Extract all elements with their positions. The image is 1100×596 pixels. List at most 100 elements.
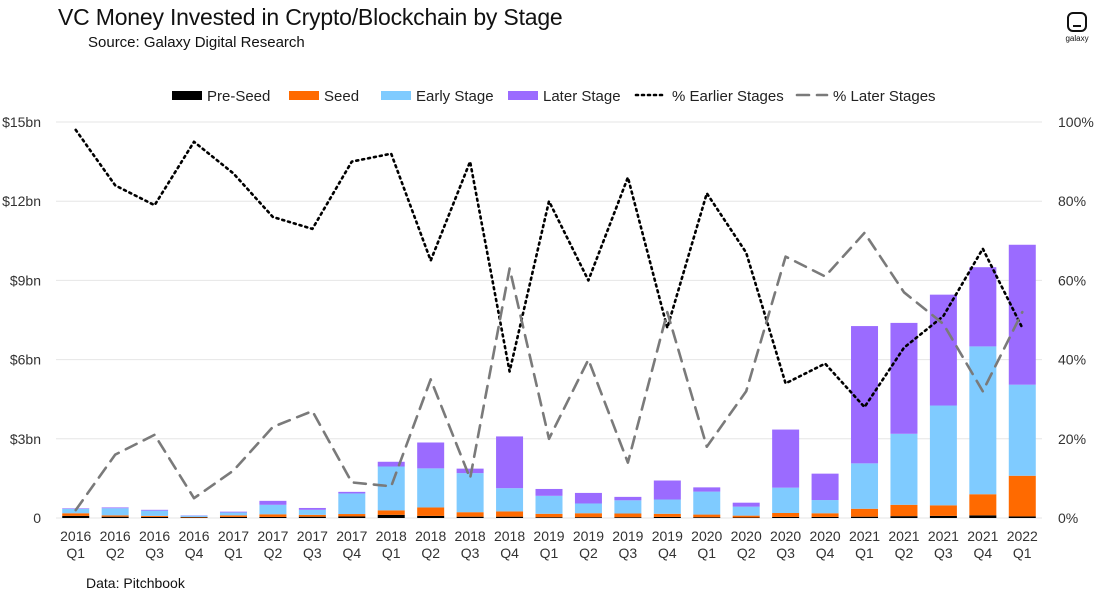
bar-early-stage: [693, 491, 721, 515]
bar-later-stage: [377, 461, 405, 467]
x-tick-label-quarter: Q1: [382, 545, 401, 561]
bar-early-stage: [811, 500, 839, 514]
bar-pre-seed: [929, 515, 957, 518]
bar-pre-seed: [614, 517, 642, 518]
x-tick-label-quarter: Q4: [185, 545, 204, 561]
bar-pre-seed: [890, 516, 918, 518]
y-right-tick-label: 0%: [1058, 510, 1078, 526]
x-tick-label-quarter: Q4: [342, 545, 361, 561]
x-tick-label-year: 2016: [60, 528, 91, 544]
bar-pre-seed: [693, 517, 721, 518]
bar-later-stage: [141, 509, 169, 511]
bar-seed: [653, 513, 681, 517]
bar-early-stage: [456, 473, 484, 513]
bar-seed: [62, 513, 90, 516]
y-left-tick-label: 0: [33, 510, 41, 526]
bar-early-stage: [259, 504, 287, 515]
x-tick-label-quarter: Q4: [500, 545, 519, 561]
bar-seed: [969, 494, 997, 516]
bar-pre-seed: [180, 517, 208, 518]
x-tick-label-year: 2017: [218, 528, 249, 544]
x-tick-label-year: 2020: [691, 528, 722, 544]
bar-pre-seed: [851, 516, 879, 518]
bar-seed: [417, 507, 445, 516]
x-tick-label-year: 2021: [888, 528, 919, 544]
x-tick-label-year: 2021: [967, 528, 998, 544]
bar-pre-seed: [62, 515, 90, 518]
x-tick-label-quarter: Q1: [855, 545, 874, 561]
x-tick-label-quarter: Q2: [895, 545, 914, 561]
bar-seed: [929, 505, 957, 516]
x-tick-label-year: 2020: [731, 528, 762, 544]
bar-pre-seed: [417, 515, 445, 518]
x-tick-label-year: 2018: [455, 528, 486, 544]
chart-title: VC Money Invested in Crypto/Blockchain b…: [58, 4, 563, 30]
bar-later-stage: [101, 507, 129, 509]
bar-early-stage: [180, 515, 208, 517]
x-tick-label-year: 2017: [297, 528, 328, 544]
y-left-tick-label: $3bn: [10, 431, 41, 447]
legend-label-pct-later-stages: % Later Stages: [833, 88, 936, 105]
bar-seed: [851, 508, 879, 517]
galaxy-logo-icon: [1067, 12, 1087, 32]
x-tick-label-quarter: Q4: [816, 545, 835, 561]
legend-label-pct-earlier-stages: % Earlier Stages: [672, 88, 784, 105]
chart-subtitle: Source: Galaxy Digital Research: [88, 34, 305, 51]
bar-later-stage: [417, 442, 445, 469]
x-tick-label-quarter: Q2: [421, 545, 440, 561]
bar-pre-seed: [969, 515, 997, 518]
x-tick-label-quarter: Q2: [737, 545, 756, 561]
y-right-tick-label: 20%: [1058, 431, 1086, 447]
bar-later-stage: [338, 491, 366, 494]
y-right-tick-label: 80%: [1058, 193, 1086, 209]
bar-early-stage: [653, 499, 681, 514]
legend-label-later-stage: Later Stage: [543, 88, 621, 105]
bar-later-stage: [219, 511, 247, 513]
x-tick-label-quarter: Q4: [973, 545, 992, 561]
x-tick-label-quarter: Q2: [106, 545, 125, 561]
x-tick-label-year: 2018: [415, 528, 446, 544]
bar-seed: [377, 510, 405, 515]
x-tick-label-year: 2017: [336, 528, 367, 544]
bar-early-stage: [614, 500, 642, 514]
legend-label-pre-seed: Pre-Seed: [207, 88, 270, 105]
bar-early-stage: [1008, 384, 1036, 476]
bar-pre-seed: [653, 516, 681, 518]
bar-seed: [101, 515, 129, 517]
x-tick-label-year: 2019: [533, 528, 564, 544]
bar-pre-seed: [219, 516, 247, 518]
legend-swatch-early-stage: [381, 91, 411, 100]
bar-later-stage: [614, 496, 642, 501]
x-tick-label-quarter: Q3: [303, 545, 322, 561]
bar-early-stage: [574, 503, 602, 514]
x-tick-label-quarter: Q1: [66, 545, 85, 561]
x-tick-label-quarter: Q1: [224, 545, 243, 561]
bar-early-stage: [377, 466, 405, 511]
data-source-note: Data: Pitchbook: [86, 575, 185, 591]
bar-early-stage: [890, 433, 918, 505]
y-left-tick-label: $12bn: [2, 193, 41, 209]
bar-early-stage: [732, 506, 760, 516]
bar-seed: [180, 516, 208, 518]
bar-later-stage: [969, 267, 997, 347]
bar-seed: [772, 512, 800, 517]
bar-seed: [732, 515, 760, 518]
x-tick-label-year: 2019: [612, 528, 643, 544]
bar-pre-seed: [1008, 516, 1036, 518]
bar-pre-seed: [259, 516, 287, 518]
bar-later-stage: [456, 468, 484, 474]
bar-seed: [259, 514, 287, 517]
x-tick-label-year: 2019: [652, 528, 683, 544]
bar-early-stage: [219, 512, 247, 516]
bar-early-stage: [772, 487, 800, 513]
y-left-tick-label: $9bn: [10, 272, 41, 288]
x-tick-label-year: 2016: [100, 528, 131, 544]
bar-pre-seed: [811, 516, 839, 518]
bar-seed: [298, 514, 326, 517]
legend-swatch-pre-seed: [172, 91, 202, 100]
x-tick-label-year: 2018: [494, 528, 525, 544]
bar-seed: [574, 513, 602, 518]
x-tick-label-quarter: Q3: [461, 545, 480, 561]
x-tick-label-quarter: Q2: [579, 545, 598, 561]
